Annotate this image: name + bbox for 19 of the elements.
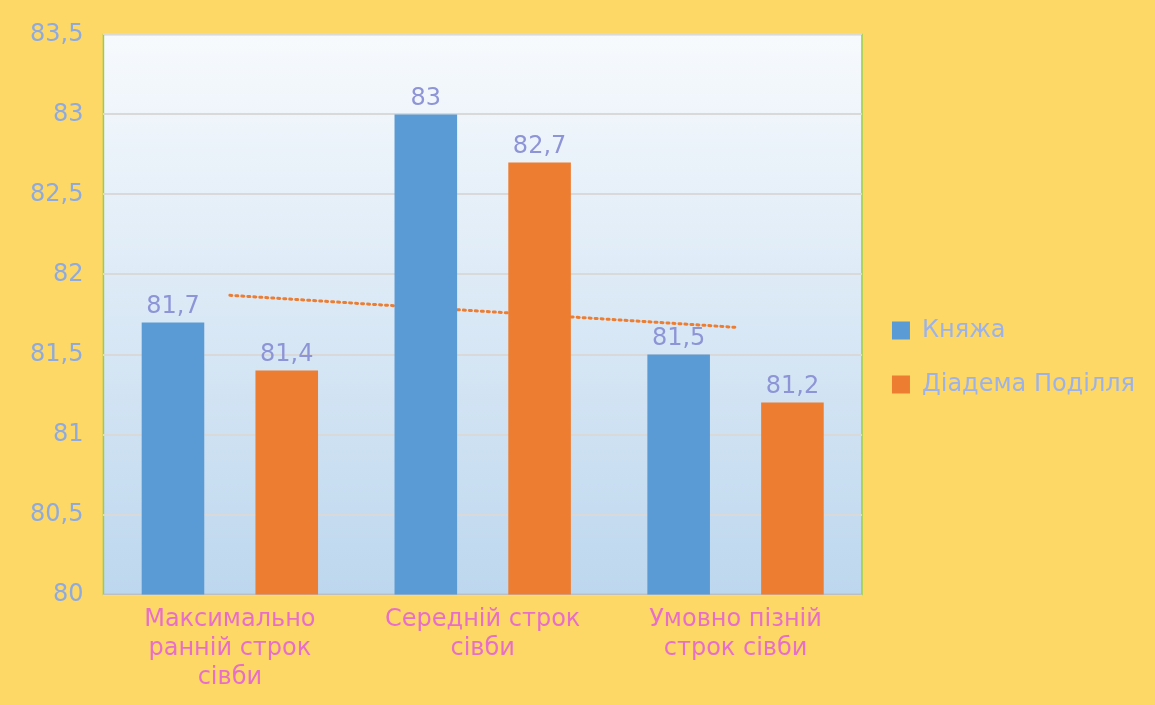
y-tick-label: 83,5 [30,18,84,47]
x-tick-label: Максимально ранній строк сівби [144,604,316,690]
y-tick-label: 80 [52,578,84,607]
data-label: 82,7 [512,130,567,159]
x-tick-label: Умовно пізній строк сівби [649,604,822,662]
y-tick-label: 82 [52,258,84,287]
data-label: 81,4 [260,338,314,367]
y-tick-label: 83 [52,98,84,127]
data-label: 81,7 [146,290,200,319]
legend-label: Діадема Поділля [921,368,1136,397]
y-tick-label: 80,5 [30,498,84,527]
data-label: 81,2 [765,370,820,399]
y-tick-label: 81 [52,418,84,447]
y-tick-label: 81,5 [30,338,84,367]
x-tick-label: Середній строк сівби [385,604,581,662]
data-label: 81,5 [651,322,706,351]
y-tick-label: 82,5 [30,178,84,207]
legend-label: Княжа [921,314,1006,343]
data-label: 83 [410,82,442,111]
